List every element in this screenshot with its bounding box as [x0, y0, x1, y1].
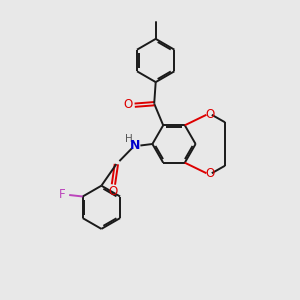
Text: O: O: [206, 167, 214, 180]
Text: O: O: [109, 184, 118, 198]
Text: O: O: [206, 108, 214, 121]
Text: F: F: [59, 188, 66, 202]
Text: O: O: [124, 98, 133, 111]
Text: N: N: [130, 139, 140, 152]
Text: H: H: [124, 134, 132, 144]
